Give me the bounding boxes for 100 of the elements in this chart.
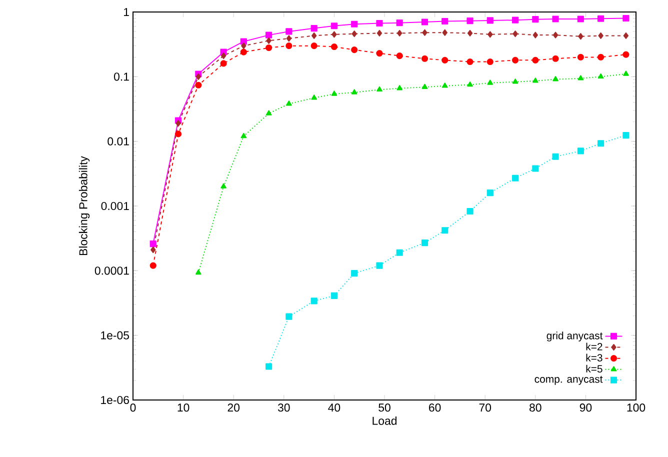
point	[351, 20, 358, 28]
x-tick-label: 50	[378, 404, 390, 412]
point	[196, 73, 201, 80]
point	[442, 82, 448, 88]
x-tick-label: 100	[627, 404, 646, 412]
point	[512, 174, 519, 182]
y-axis-title: Blocking Probability	[78, 156, 90, 256]
point	[396, 52, 403, 60]
point	[442, 29, 448, 36]
y-tick-label: 0.1	[114, 72, 129, 81]
x-tick-label: 90	[580, 404, 592, 412]
point	[532, 56, 539, 64]
point	[396, 249, 403, 256]
point	[351, 270, 358, 277]
point	[240, 132, 247, 138]
point	[310, 24, 318, 32]
y-tick-label: 0.001	[101, 202, 129, 210]
point	[623, 32, 629, 39]
point	[421, 239, 428, 246]
point	[195, 269, 202, 275]
point	[486, 17, 494, 24]
point	[286, 42, 292, 50]
point	[622, 14, 630, 22]
point	[623, 70, 629, 76]
point	[421, 18, 428, 26]
point	[376, 86, 382, 92]
x-axis-title: Load	[372, 416, 396, 425]
point	[598, 54, 604, 60]
point	[467, 30, 473, 36]
point	[512, 78, 518, 84]
point	[311, 94, 317, 100]
y-tick-label: 1e-05	[101, 331, 129, 340]
point	[176, 120, 181, 127]
point	[241, 42, 246, 50]
y-tick-label: 0.01	[108, 137, 129, 146]
point	[286, 100, 292, 106]
point	[598, 73, 604, 79]
point	[266, 363, 272, 370]
point	[266, 37, 272, 44]
point	[512, 16, 519, 24]
point	[351, 46, 358, 54]
legend-label: k=5	[586, 364, 602, 373]
x-tick-label: 30	[278, 404, 290, 412]
point	[310, 42, 318, 50]
point	[286, 313, 292, 320]
point	[466, 208, 474, 215]
point	[578, 75, 584, 80]
legend-label: grid anycast	[546, 332, 603, 342]
point	[220, 52, 226, 60]
point	[220, 183, 226, 188]
legend-label: k=2	[586, 342, 602, 350]
point	[266, 32, 272, 38]
point	[266, 44, 272, 52]
point	[376, 30, 382, 36]
point	[598, 15, 604, 22]
legend-label: k=3	[586, 354, 602, 362]
point	[552, 153, 559, 160]
point	[442, 18, 448, 25]
point	[552, 76, 558, 82]
point	[598, 32, 604, 39]
point	[150, 262, 156, 269]
point	[396, 20, 403, 26]
point	[552, 16, 559, 22]
point	[488, 31, 493, 38]
point	[622, 132, 630, 139]
y-tick-label: 1	[124, 8, 129, 16]
point	[397, 30, 402, 36]
point	[466, 18, 474, 24]
point	[598, 140, 604, 147]
point	[442, 56, 448, 64]
point	[311, 32, 317, 39]
point	[442, 227, 448, 234]
point	[466, 58, 474, 66]
point	[422, 84, 428, 89]
point	[467, 81, 473, 87]
point	[150, 240, 156, 248]
point	[532, 32, 538, 38]
point	[286, 28, 292, 35]
point	[240, 48, 247, 56]
point	[532, 16, 539, 23]
legend-label: comp. anycast	[534, 376, 603, 385]
x-tick-label: 80	[530, 404, 542, 412]
point	[552, 55, 559, 62]
x-tick-label: 70	[479, 404, 492, 412]
point	[332, 31, 337, 38]
point	[376, 262, 383, 269]
point	[552, 32, 558, 38]
point	[532, 165, 539, 172]
point	[310, 298, 318, 304]
x-tick-label: 60	[429, 404, 441, 412]
point	[512, 30, 518, 38]
point	[422, 29, 428, 36]
point	[330, 22, 338, 30]
point	[622, 51, 630, 58]
point	[577, 16, 584, 22]
point	[330, 292, 338, 299]
y-tick-label: 1e-06	[101, 396, 129, 404]
x-tick-label: 40	[328, 404, 340, 412]
point	[174, 130, 182, 138]
x-tick-label: 20	[228, 404, 240, 412]
